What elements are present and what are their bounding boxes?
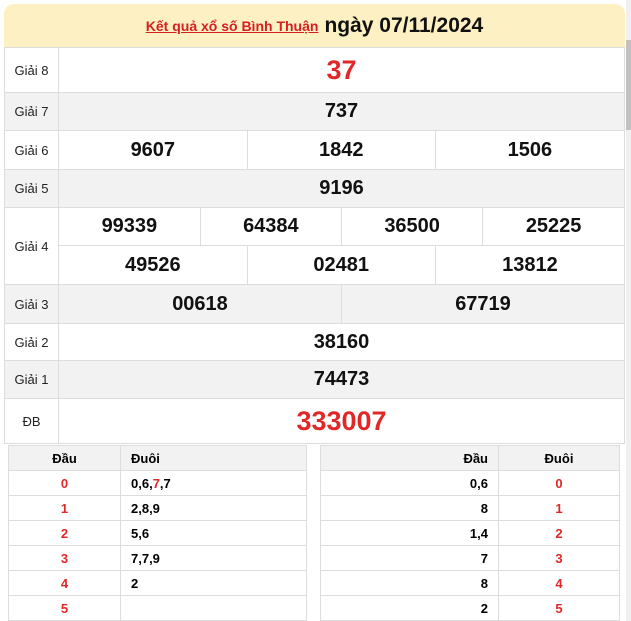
prize-row-special: ĐB 333007 xyxy=(4,398,625,444)
loto-tail-table: Đầu Đuôi 0,6 0 8 1 1,4 2 7 3 8 4 2 5 xyxy=(320,445,620,621)
tail-digit: 1 xyxy=(498,495,620,521)
loto-row: 3 7,7,9 xyxy=(8,545,307,571)
prize-number: 37 xyxy=(58,47,625,93)
head-digits: 8 xyxy=(320,570,499,596)
loto-row: 0 0,6,7,7 xyxy=(8,470,307,496)
tail-segment: ,7 xyxy=(159,475,171,491)
head-digit: 2 xyxy=(8,520,121,546)
scrollbar[interactable] xyxy=(626,0,631,621)
tail-segment: 7 xyxy=(152,475,160,491)
province-link[interactable]: Kết quả xổ số Bình Thuận xyxy=(145,17,319,34)
scrollbar-thumb[interactable] xyxy=(626,40,631,130)
prize-number: 99339 xyxy=(59,208,201,246)
tail-digit: 0 xyxy=(498,470,620,496)
prize-number: 74473 xyxy=(58,360,625,399)
prize-row-6: Giải 6 9607 1842 1506 xyxy=(4,130,625,170)
prize-row-3: Giải 3 00618 67719 xyxy=(4,284,625,324)
head-digits: 8 xyxy=(320,495,499,521)
prize-number: 13812 xyxy=(502,253,558,276)
loto-row: 0,6 0 xyxy=(320,470,620,496)
tail-digit: 2 xyxy=(498,520,620,546)
prize-row-5: Giải 5 9196 xyxy=(4,169,625,208)
tail-digit: 4 xyxy=(498,570,620,596)
results-panel: Kết quả xổ số Bình Thuận ngày 07/11/2024… xyxy=(4,4,625,444)
head-digits: 7 xyxy=(320,545,499,571)
loto-row: 1 2,8,9 xyxy=(8,495,307,521)
prize-number: 9196 xyxy=(58,169,625,208)
head-digit: 4 xyxy=(8,570,121,596)
tail-digits: 2 xyxy=(120,570,307,596)
prize-number: 00618 xyxy=(59,285,342,323)
tail-digits xyxy=(120,595,307,621)
loto-row: 1,4 2 xyxy=(320,520,620,546)
prize-number: 36500 xyxy=(341,208,484,246)
head-digits: 1,4 xyxy=(320,520,499,546)
head-digit: 3 xyxy=(8,545,121,571)
loto-row: 5 xyxy=(8,595,307,621)
prize-row-8: Giải 8 37 xyxy=(4,47,625,93)
head-digits: 0,6 xyxy=(320,470,499,496)
tail-segment: 7,7,9 xyxy=(131,550,160,566)
prize-row-7: Giải 7 737 xyxy=(4,92,625,131)
tail-digits: 7,7,9 xyxy=(120,545,307,571)
prize-number: 9607 xyxy=(59,131,248,169)
prize-number: 38160 xyxy=(58,323,625,361)
prize-number: 64384 xyxy=(200,208,343,246)
tail-digits: 5,6 xyxy=(120,520,307,546)
tail-digit: 5 xyxy=(498,595,620,621)
loto-row: 2 5,6 xyxy=(8,520,307,546)
head-digit: 1 xyxy=(8,495,121,521)
prize-number: 49526 xyxy=(59,246,248,284)
tail-digit: 3 xyxy=(498,545,620,571)
tail-segment: 2 xyxy=(131,575,139,591)
tail-segment: 2,8,9 xyxy=(131,500,160,516)
head-digit: 0 xyxy=(8,470,121,496)
prize-number: 1506 xyxy=(507,138,553,161)
special-prize-number: 333007 xyxy=(58,398,625,444)
prize-row-1: Giải 1 74473 xyxy=(4,360,625,399)
draw-date: ngày 07/11/2024 xyxy=(324,13,484,37)
tail-segment: 0,6, xyxy=(131,475,153,491)
prize-row-2: Giải 2 38160 xyxy=(4,323,625,361)
results-header: Kết quả xổ số Bình Thuận ngày 07/11/2024 xyxy=(4,4,625,47)
prize-number: 1842 xyxy=(247,131,436,169)
prize-number: 67719 xyxy=(341,285,624,323)
tail-segment: 5,6 xyxy=(131,525,150,541)
loto-head-table: Đầu Đuôi 0 0,6,7,7 1 2,8,9 2 5,6 3 7,7,9 4 2 5 xyxy=(8,445,307,621)
tail-digits: 0,6,7,7 xyxy=(120,470,307,496)
prize-row-4: Giải 4 99339 64384 36500 25225 49526 02481 13… xyxy=(4,207,625,285)
prize-number: 02481 xyxy=(247,246,436,284)
tail-digits: 2,8,9 xyxy=(120,495,307,521)
prize-number: 737 xyxy=(58,92,625,131)
head-digit: 5 xyxy=(8,595,121,621)
head-digits: 2 xyxy=(320,595,499,621)
prize-number: 25225 xyxy=(482,208,624,246)
results-table: Giải 8 37 Giải 7 737 Giải 6 9607 1842 1506 Gi… xyxy=(4,47,625,444)
